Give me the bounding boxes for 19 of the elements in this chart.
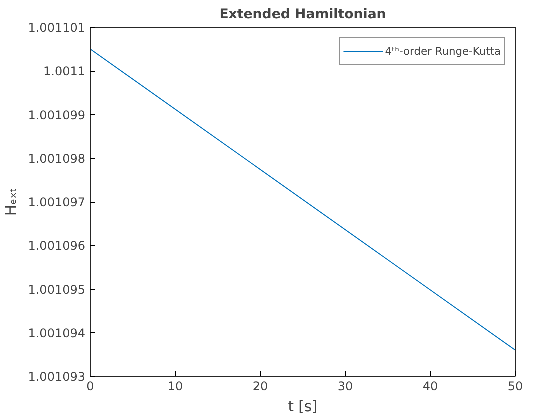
x-tick-label: 20 (252, 380, 268, 394)
chart-title: Extended Hamiltonian (220, 8, 386, 22)
y-tick-label: 1.001099 (28, 108, 86, 122)
y-tick-label: 1.001093 (28, 370, 86, 384)
y-axis-title: Hₑₓₜ (3, 188, 20, 216)
y-tick-label: 1.001097 (28, 196, 86, 210)
x-tick-label: 10 (168, 380, 184, 394)
x-tick-label: 40 (422, 380, 438, 394)
y-tick-label: 1.001095 (28, 282, 86, 297)
legend-label: 4ᵗʰ-order Runge-Kutta (385, 44, 501, 58)
y-tick-label: 1.001101 (28, 21, 86, 35)
y-tick-label: 1.001094 (28, 326, 86, 340)
x-tick-label: 50 (508, 380, 524, 394)
y-tick-label: 1.001098 (28, 152, 86, 166)
x-tick-label: 30 (338, 380, 354, 394)
x-axis-title: t [s] (288, 398, 318, 416)
y-tick-label: 1.001096 (28, 239, 86, 254)
x-tick-label: 0 (86, 380, 94, 394)
y-tick-label: 1.0011 (44, 64, 86, 79)
